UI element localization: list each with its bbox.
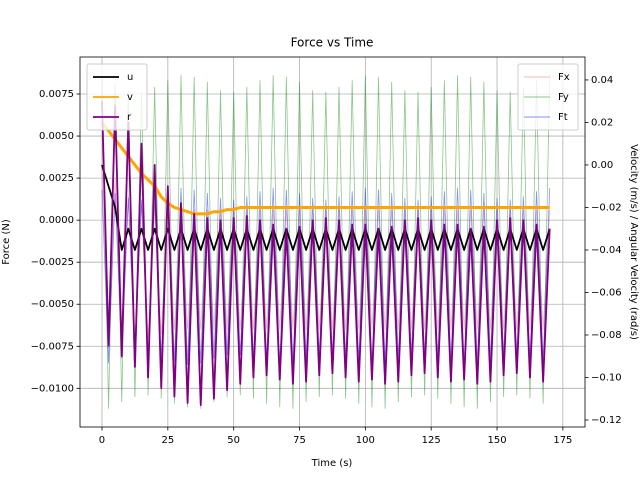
y-tick-label: −0.0075: [31, 341, 74, 352]
y2-tick-label: 0.04: [591, 75, 613, 86]
y-tick-label: −0.0025: [31, 257, 74, 268]
y2-tick-label: −0.08: [591, 330, 622, 341]
series-line: [101, 75, 551, 409]
series-line: [100, 121, 550, 216]
x-tick-label: 25: [161, 435, 174, 446]
y2-tick-label: −0.06: [591, 287, 622, 298]
legend-label: v: [127, 92, 133, 103]
y2-tick-label: −0.10: [591, 372, 622, 383]
y2-tick-label: 0.02: [591, 117, 613, 128]
y2-axis-label: Velocity (m/s) / Angular Velocity (rad/s…: [628, 144, 639, 340]
x-tick-label: 175: [553, 435, 572, 446]
y2-tick-label: −0.12: [591, 415, 622, 426]
legend-label: Ft: [558, 112, 568, 123]
y2-tick-label: −0.02: [591, 202, 622, 213]
legend-label: Fy: [558, 92, 569, 103]
legend-label: Fx: [558, 72, 570, 83]
series-line: [101, 166, 551, 349]
y-tick-label: −0.0050: [31, 299, 74, 310]
legend-label: r: [127, 112, 132, 123]
x-tick-label: 75: [293, 435, 306, 446]
y2-tick-label: 0.00: [591, 160, 613, 171]
x-axis-label: Time (s): [311, 458, 353, 469]
chart-title: Force vs Time: [291, 36, 374, 50]
x-tick-label: 125: [422, 435, 441, 446]
series-line: [101, 101, 551, 407]
series-line: [101, 187, 551, 366]
y-tick-label: 0.0000: [39, 215, 74, 226]
axes-frame: [79, 56, 586, 428]
x-tick-label: 0: [99, 435, 105, 446]
y-tick-label: 0.0050: [39, 131, 74, 142]
y2-tick-label: −0.04: [591, 245, 622, 256]
x-tick-label: 50: [227, 435, 240, 446]
y-tick-label: −0.0100: [31, 383, 74, 394]
x-tick-label: 100: [356, 435, 375, 446]
y-tick-label: 0.0025: [39, 173, 74, 184]
legend-label: u: [127, 72, 133, 83]
y-axis-label: Force (N): [1, 219, 12, 265]
legend-box: [517, 63, 579, 131]
x-tick-label: 150: [487, 435, 506, 446]
y-tick-label: 0.0075: [39, 89, 74, 100]
